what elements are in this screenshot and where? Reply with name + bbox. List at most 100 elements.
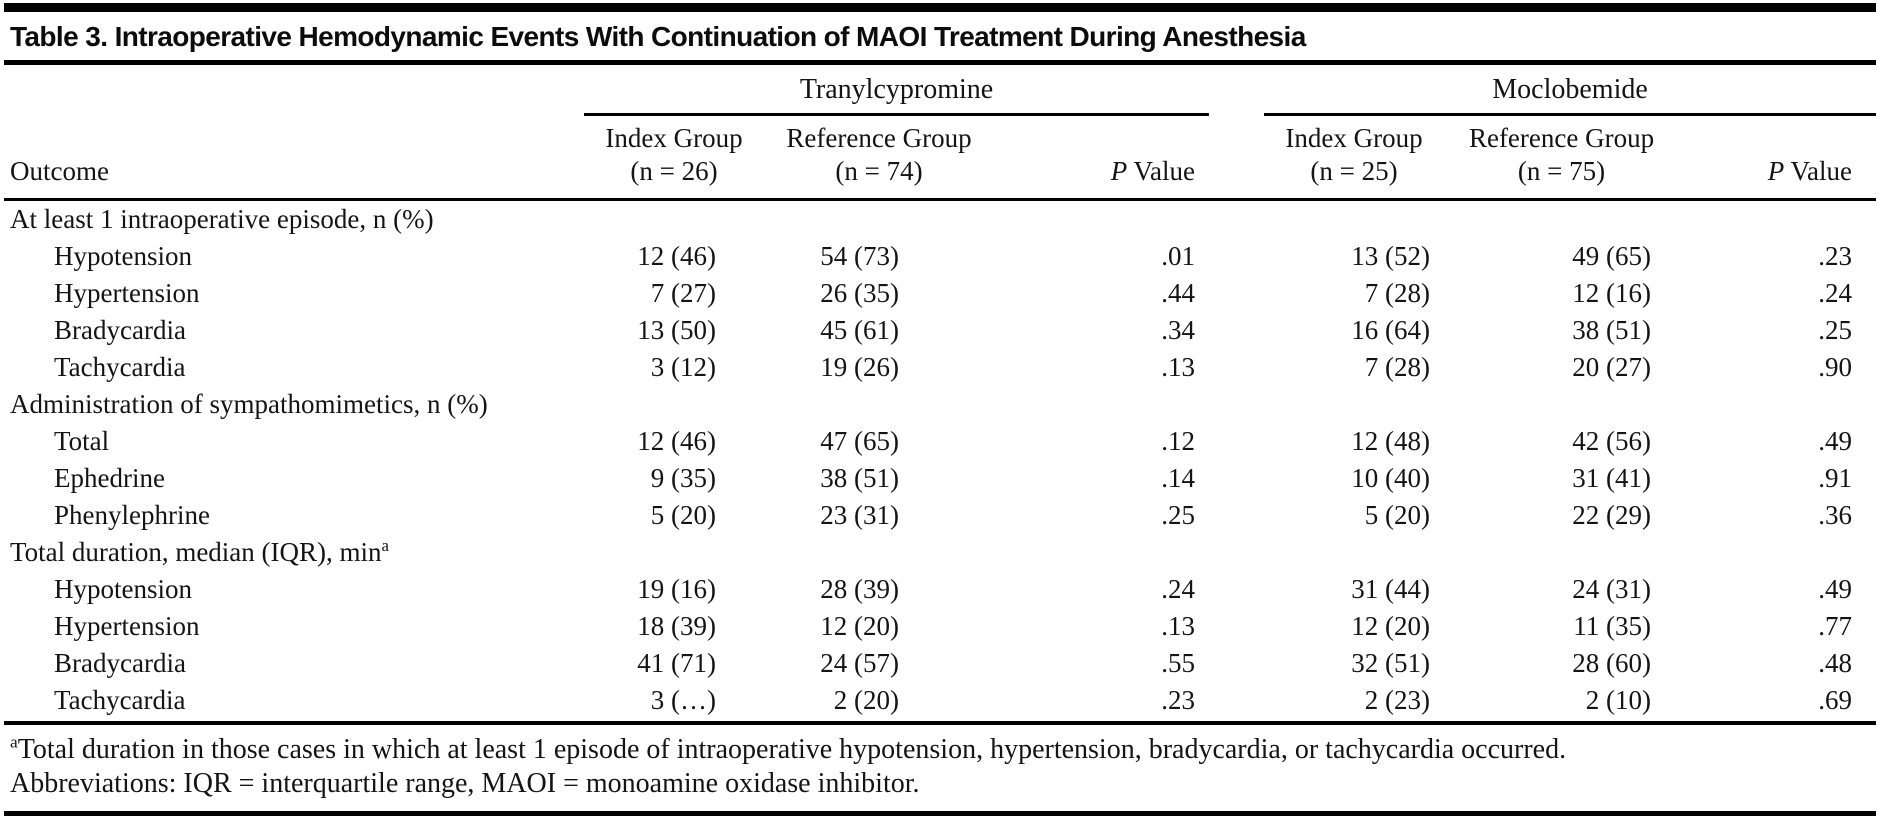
value-cell: .14 — [1161, 463, 1196, 493]
value-cell — [584, 200, 764, 239]
table-row: Total 12 (46) 47 (65) .12 12 (48) 42 (56) .49 — [4, 423, 1876, 460]
footnote-a: aTotal duration in those cases in which … — [10, 733, 1870, 767]
value-cell: 12 (20) — [1351, 611, 1431, 641]
value-cell: .49 — [1818, 574, 1853, 604]
value-cell: .90 — [1818, 352, 1853, 382]
value-cell: 45 (61) — [820, 315, 899, 345]
outcome-cell: Ephedrine — [4, 460, 584, 497]
value-cell: .23 — [1161, 685, 1196, 715]
p-rest: Value — [1127, 156, 1196, 186]
section-row: Total duration, median (IQR), mina — [4, 534, 1876, 571]
row-label: Bradycardia — [54, 315, 186, 345]
col-n: (n = 26) — [630, 156, 718, 186]
col-header-m-index-group: Index Group (n = 25) — [1264, 114, 1445, 201]
p-italic: P — [1110, 156, 1128, 186]
gap-cell — [1209, 238, 1264, 275]
value-cell: 2 (23) — [1364, 685, 1431, 715]
value-cell: 2 (20) — [833, 685, 899, 715]
table-row: Tachycardia 3 (12) 19 (26) .13 7 (28) 20 (27)… — [4, 349, 1876, 386]
group-header-tranylcypromine: Tranylcypromine — [584, 65, 1210, 116]
row-label: Tachycardia — [54, 685, 186, 715]
value-cell: 42 (56) — [1572, 426, 1652, 456]
row-label: Phenylephrine — [54, 500, 210, 530]
table-row: Bradycardia 41 (71) 24 (57) .55 32 (51) 28 (6… — [4, 645, 1876, 682]
col-n: (n = 25) — [1310, 156, 1398, 186]
gap-cell — [1209, 682, 1264, 719]
value-cell: 7 (28) — [1364, 278, 1431, 308]
value-cell — [1264, 534, 1444, 571]
value-cell: .25 — [1818, 315, 1853, 345]
gap-cell — [1209, 114, 1265, 201]
value-cell: .48 — [1818, 648, 1853, 678]
value-cell — [1679, 200, 1876, 239]
value-cell: .91 — [1818, 463, 1853, 493]
table-row: Hypertension 18 (39) 12 (20) .13 12 (20) 11 (… — [4, 608, 1876, 645]
value-cell: 20 (27) — [1572, 352, 1652, 382]
value-cell: 10 (40) — [1351, 463, 1431, 493]
row-label: At least 1 intraoperative episode, n (%) — [10, 204, 434, 234]
value-cell — [1444, 386, 1679, 423]
gap-cell — [1209, 460, 1264, 497]
value-cell: 38 (51) — [820, 463, 899, 493]
blank-cell — [4, 65, 584, 115]
outcome-cell: Hypotension — [4, 238, 584, 275]
col-header-m-reference-group: Reference Group (n = 75) — [1444, 114, 1680, 201]
table-row: Bradycardia 13 (50) 45 (61) .34 16 (64) 38 (5… — [4, 312, 1876, 349]
col-header-m-p-value: P Value — [1679, 114, 1877, 201]
table-row: Ephedrine 9 (35) 38 (51) .14 10 (40) 31 (41).… — [4, 460, 1876, 497]
value-cell: 31 (44) — [1351, 574, 1431, 604]
value-cell: 13 (50) — [637, 315, 716, 345]
table-bottom-rule — [4, 721, 1876, 725]
group-header-moclobemide: Moclobemide — [1264, 65, 1877, 116]
outcome-cell: Tachycardia — [4, 682, 584, 719]
outcome-cell: Bradycardia — [4, 312, 584, 349]
outcome-cell: Phenylephrine — [4, 497, 584, 534]
gap-cell — [1209, 275, 1264, 312]
value-cell: 7 (27) — [650, 278, 716, 308]
gap-cell — [1209, 645, 1264, 682]
value-cell — [1264, 200, 1444, 239]
outcome-cell: Hypertension — [4, 275, 584, 312]
col-header-t-p-value: P Value — [994, 114, 1210, 201]
value-cell: 18 (39) — [637, 611, 716, 641]
value-cell: 28 (60) — [1572, 648, 1652, 678]
table-row: Hypotension 19 (16) 28 (39) .24 31 (44) 24 (3… — [4, 571, 1876, 608]
row-label: Ephedrine — [54, 463, 165, 493]
row-label: Hypotension — [54, 574, 192, 604]
outcome-label: Outcome — [10, 156, 109, 186]
row-label: Hypertension — [54, 611, 200, 641]
section-row: At least 1 intraoperative episode, n (%) — [4, 200, 1876, 239]
row-label: Total duration, median (IQR), min — [10, 537, 382, 567]
value-cell: 9 (35) — [650, 463, 716, 493]
outcome-cell: Tachycardia — [4, 349, 584, 386]
table-row: Tachycardia 3 (…) 2 (20) .23 2 (23) 2 (10) .69 — [4, 682, 1876, 719]
col-title: Index Group — [605, 123, 743, 153]
value-cell — [764, 534, 994, 571]
value-cell — [1679, 386, 1876, 423]
outcome-cell: Hypertension — [4, 608, 584, 645]
col-title: Index Group — [1285, 123, 1423, 153]
value-cell: 7 (28) — [1364, 352, 1431, 382]
footnotes: aTotal duration in those cases in which … — [4, 725, 1876, 807]
gap-cell — [1209, 423, 1264, 460]
footnote-a-text: Total duration in those cases in which a… — [17, 734, 1567, 765]
value-cell: 13 (52) — [1351, 241, 1431, 271]
group-label: Tranylcypromine — [799, 74, 994, 105]
value-cell: 54 (73) — [820, 241, 899, 271]
gap-cell — [1209, 312, 1264, 349]
outcome-column-header: Outcome — [4, 114, 584, 201]
table-title: Table 3. Intraoperative Hemodynamic Even… — [10, 21, 1306, 52]
value-cell: 28 (39) — [820, 574, 899, 604]
value-cell — [584, 534, 764, 571]
table-row: Phenylephrine 5 (20) 23 (31) .25 5 (20) 22 (2… — [4, 497, 1876, 534]
col-header-t-reference-group: Reference Group (n = 74) — [764, 114, 994, 201]
gap-cell — [1209, 571, 1264, 608]
row-label: Total — [54, 426, 110, 456]
value-cell: 32 (51) — [1351, 648, 1431, 678]
section-row: Administration of sympathomimetics, n (%… — [4, 386, 1876, 423]
value-cell — [1444, 200, 1679, 239]
value-cell: .12 — [1161, 426, 1196, 456]
title-underline-rule — [4, 60, 1876, 65]
data-table: Tranylcypromine Moclobemide Outcome Inde… — [4, 65, 1877, 719]
